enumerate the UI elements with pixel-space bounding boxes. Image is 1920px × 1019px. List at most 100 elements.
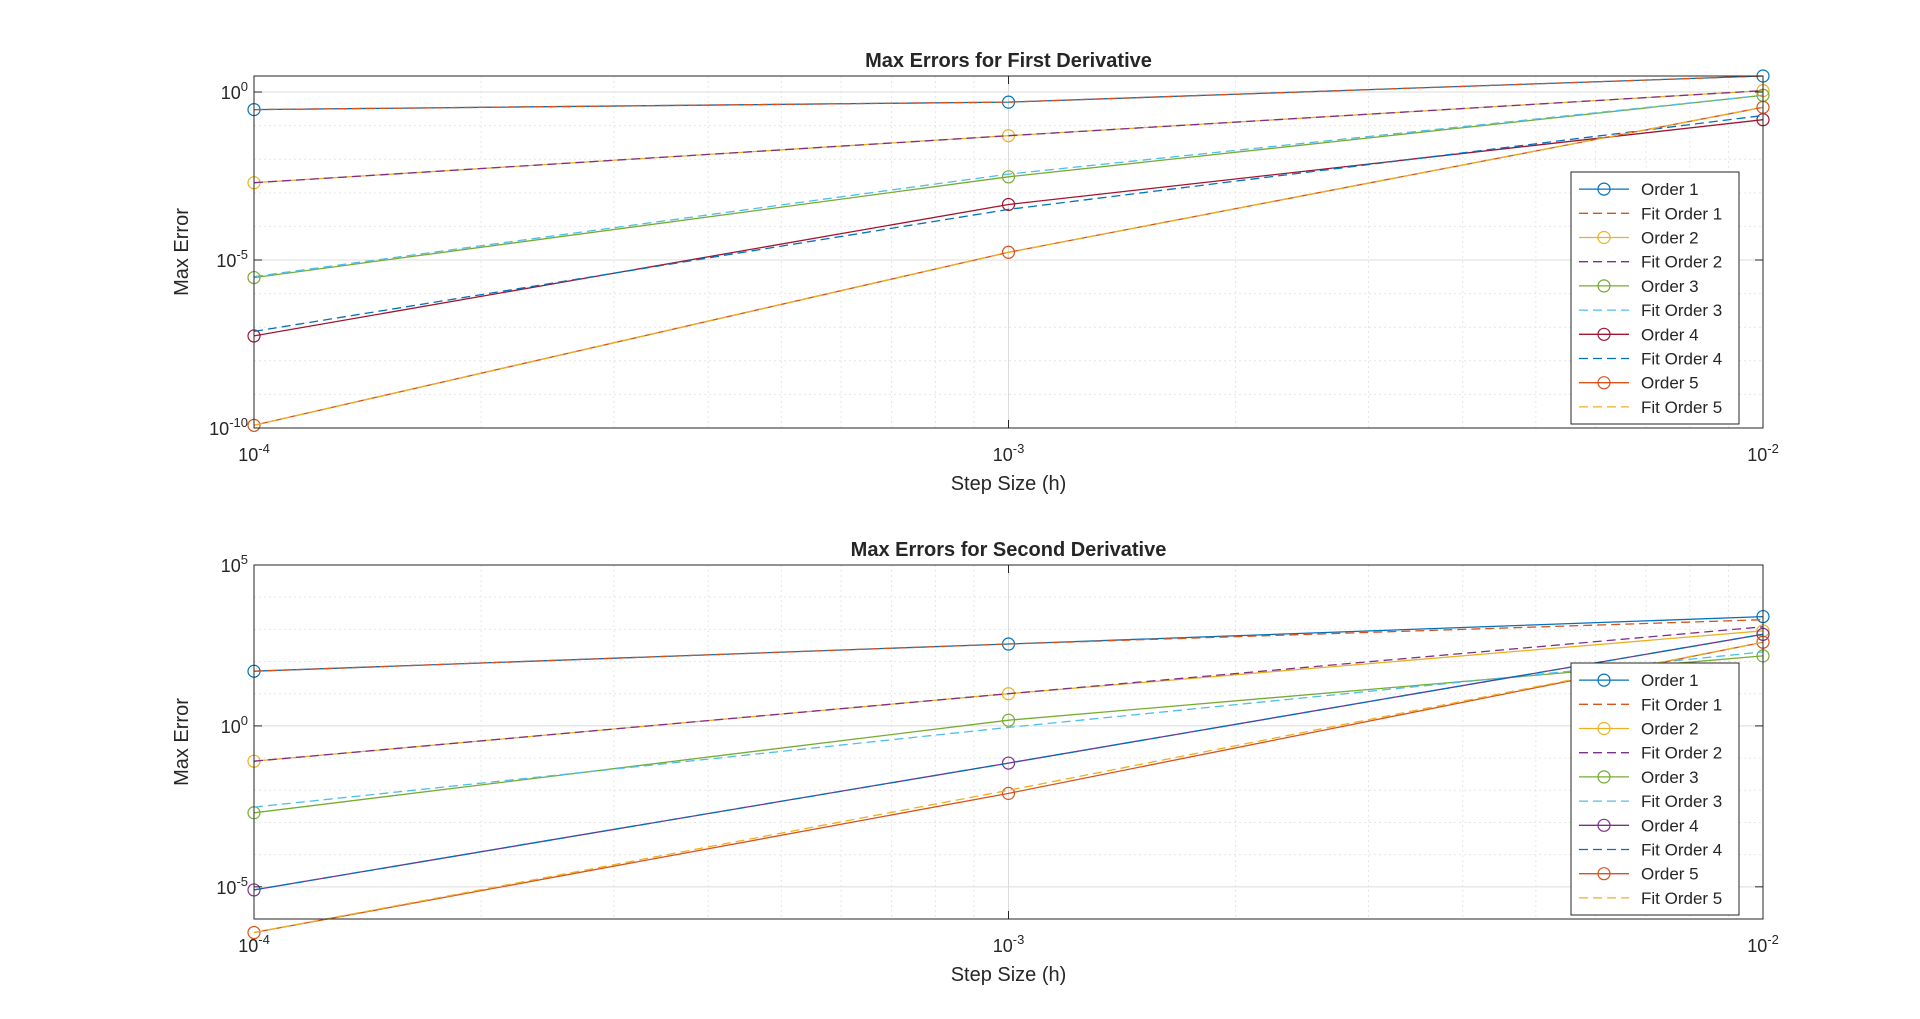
x-tick-label: 10-3 bbox=[993, 441, 1025, 465]
y-tick-label: 10-5 bbox=[216, 874, 248, 898]
y-tick-label-base: 10 bbox=[216, 878, 236, 898]
data-point bbox=[1001, 170, 1016, 184]
legend-marker bbox=[1597, 182, 1611, 196]
legend-second-derivative: Order 1 Fit Order 1 Order 2 Fit Order 2 Orde… bbox=[1570, 662, 1740, 916]
legend-entry-label: Order 3 bbox=[1641, 768, 1699, 787]
x-tick-label-base: 10 bbox=[993, 936, 1013, 956]
data-point bbox=[1001, 713, 1016, 727]
y-tick-label: 100 bbox=[221, 713, 248, 737]
series-line-fit-order-5 bbox=[253, 106, 1764, 426]
legend-entry-label: Fit Order 4 bbox=[1641, 350, 1722, 369]
series-line-order-1 bbox=[253, 75, 1764, 111]
legend-marker bbox=[1597, 279, 1611, 293]
legend-entry-label: Order 4 bbox=[1641, 325, 1699, 344]
series-line-fit-order-5 bbox=[253, 641, 1764, 934]
legend-entry-label: Fit Order 3 bbox=[1641, 301, 1722, 320]
series-line-order-3 bbox=[253, 94, 1764, 279]
series-line-fit-order-2 bbox=[253, 626, 1764, 762]
x-tick-label: 10-4 bbox=[238, 932, 270, 956]
legend-entry-label: Order 1 bbox=[1641, 671, 1699, 690]
legend-box bbox=[1570, 662, 1740, 916]
series-line-order-5 bbox=[253, 641, 1764, 934]
legend-entry-label: Fit Order 3 bbox=[1641, 792, 1722, 811]
legend-entry-label: Fit Order 1 bbox=[1641, 695, 1722, 714]
x-tick-label-base: 10 bbox=[993, 445, 1013, 465]
x-axis-label: Step Size (h) bbox=[951, 473, 1067, 495]
x-tick-label: 10-4 bbox=[238, 441, 270, 465]
legend-entry-label: Order 5 bbox=[1641, 865, 1699, 884]
legend-entry-label: Order 3 bbox=[1641, 277, 1699, 296]
y-tick-label-base: 10 bbox=[221, 717, 241, 737]
legend-marker bbox=[1597, 673, 1611, 687]
y-tick-label-exponent: -5 bbox=[236, 247, 248, 262]
y-tick-label: 10-10 bbox=[209, 415, 248, 439]
x-tick-label: 10-3 bbox=[993, 932, 1025, 956]
legend-entry-label: Order 2 bbox=[1641, 229, 1699, 248]
legend-marker bbox=[1597, 818, 1611, 832]
legend-entry-label: Fit Order 5 bbox=[1641, 889, 1722, 908]
data-point bbox=[1001, 245, 1016, 259]
series-line-fit-order-4 bbox=[253, 114, 1764, 333]
legend-marker bbox=[1597, 867, 1611, 881]
x-tick-label-base: 10 bbox=[238, 445, 258, 465]
legend-box bbox=[1570, 171, 1740, 425]
legend-marker bbox=[1597, 376, 1611, 390]
x-tick-label: 10-2 bbox=[1747, 932, 1779, 956]
legend-entry-label: Fit Order 1 bbox=[1641, 204, 1722, 223]
legend-first-derivative: Order 1 Fit Order 1 Order 2 Fit Order 2 Orde… bbox=[1570, 171, 1740, 425]
legend-marker bbox=[1597, 230, 1611, 245]
x-tick-label-exponent: -4 bbox=[258, 441, 270, 456]
chart-title: Max Errors for First Derivative bbox=[865, 50, 1152, 72]
x-tick-label-exponent: -3 bbox=[1013, 441, 1025, 456]
x-tick-label-exponent: -4 bbox=[258, 932, 270, 947]
legend-entry-label: Order 2 bbox=[1641, 720, 1699, 739]
y-tick-label-exponent: 0 bbox=[241, 713, 248, 728]
y-tick-label: 100 bbox=[221, 79, 248, 103]
series-line-order-4 bbox=[253, 119, 1764, 337]
y-tick-label-base: 10 bbox=[221, 83, 241, 103]
data-point bbox=[247, 925, 261, 940]
legend-marker bbox=[1597, 770, 1611, 784]
y-tick-label-exponent: 0 bbox=[241, 79, 248, 94]
x-tick-label: 10-2 bbox=[1747, 441, 1779, 465]
data-point bbox=[1001, 197, 1016, 212]
series-line-order-2 bbox=[253, 89, 1764, 184]
y-tick-label-base: 10 bbox=[216, 251, 236, 271]
legend-entry-label: Fit Order 4 bbox=[1641, 841, 1722, 860]
legend-entry-label: Order 5 bbox=[1641, 374, 1699, 393]
legend-marker bbox=[1597, 721, 1611, 736]
x-tick-label-exponent: -2 bbox=[1767, 441, 1779, 456]
legend-entry-label: Fit Order 2 bbox=[1641, 253, 1722, 272]
legend-entry-label: Fit Order 5 bbox=[1641, 398, 1722, 417]
legend-entry-label: Fit Order 2 bbox=[1641, 744, 1722, 763]
y-tick-label-base: 10 bbox=[209, 419, 229, 439]
x-tick-label-exponent: -2 bbox=[1767, 932, 1779, 947]
series-line-order-1 bbox=[253, 615, 1764, 672]
data-point bbox=[1001, 756, 1016, 770]
x-tick-label-exponent: -3 bbox=[1013, 932, 1025, 947]
y-tick-label: 105 bbox=[221, 552, 248, 576]
y-tick-label: 10-5 bbox=[216, 247, 248, 271]
legend-entry-label: Order 4 bbox=[1641, 816, 1699, 835]
y-tick-label-exponent: -5 bbox=[236, 874, 248, 889]
y-tick-label-exponent: 5 bbox=[241, 552, 248, 567]
legend-marker bbox=[1597, 327, 1611, 341]
series-line-fit-order-4 bbox=[253, 633, 1764, 891]
y-axis-label: Max Error bbox=[171, 698, 193, 786]
x-tick-label-base: 10 bbox=[1747, 936, 1767, 956]
chart-title: Max Errors for Second Derivative bbox=[851, 539, 1167, 561]
data-point bbox=[1001, 786, 1016, 800]
y-tick-label-base: 10 bbox=[221, 556, 241, 576]
x-tick-label-base: 10 bbox=[238, 936, 258, 956]
series-line-fit-order-3 bbox=[253, 94, 1764, 278]
y-tick-label-exponent: -10 bbox=[229, 415, 248, 430]
legend-entry-label: Order 1 bbox=[1641, 180, 1699, 199]
x-axis-label: Step Size (h) bbox=[951, 964, 1067, 986]
x-tick-label-base: 10 bbox=[1747, 445, 1767, 465]
y-axis-label: Max Error bbox=[171, 208, 193, 296]
